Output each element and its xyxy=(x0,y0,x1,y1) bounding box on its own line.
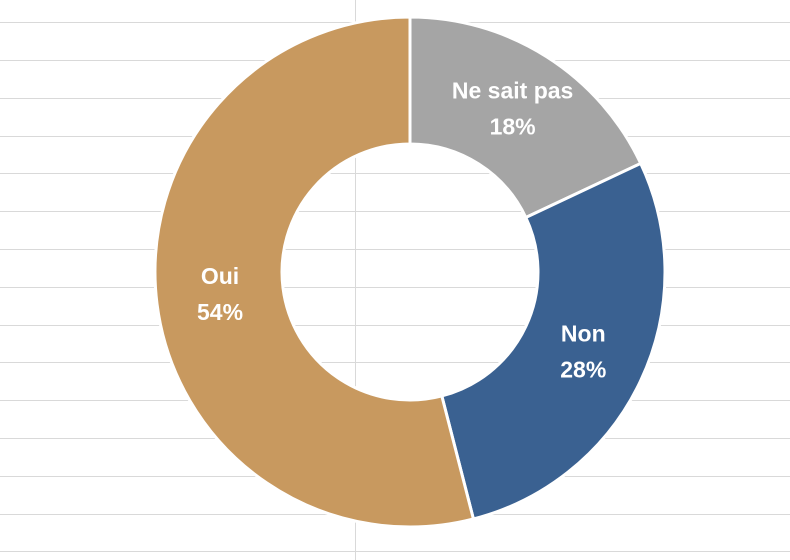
donut-slice xyxy=(153,15,476,529)
slice-value-label: 54% xyxy=(197,299,243,325)
donut-chart: Ne sait pas 18% Non 28% Oui 54% xyxy=(153,15,667,529)
slice-category-label: Oui xyxy=(201,263,239,289)
donut-slice xyxy=(440,161,667,521)
slice-value-label: 18% xyxy=(490,113,536,139)
donut-slice xyxy=(408,15,643,220)
slice-category-label: Ne sait pas xyxy=(452,77,573,103)
slice-category-label: Non xyxy=(561,321,606,347)
slice-value-label: 28% xyxy=(560,357,606,383)
